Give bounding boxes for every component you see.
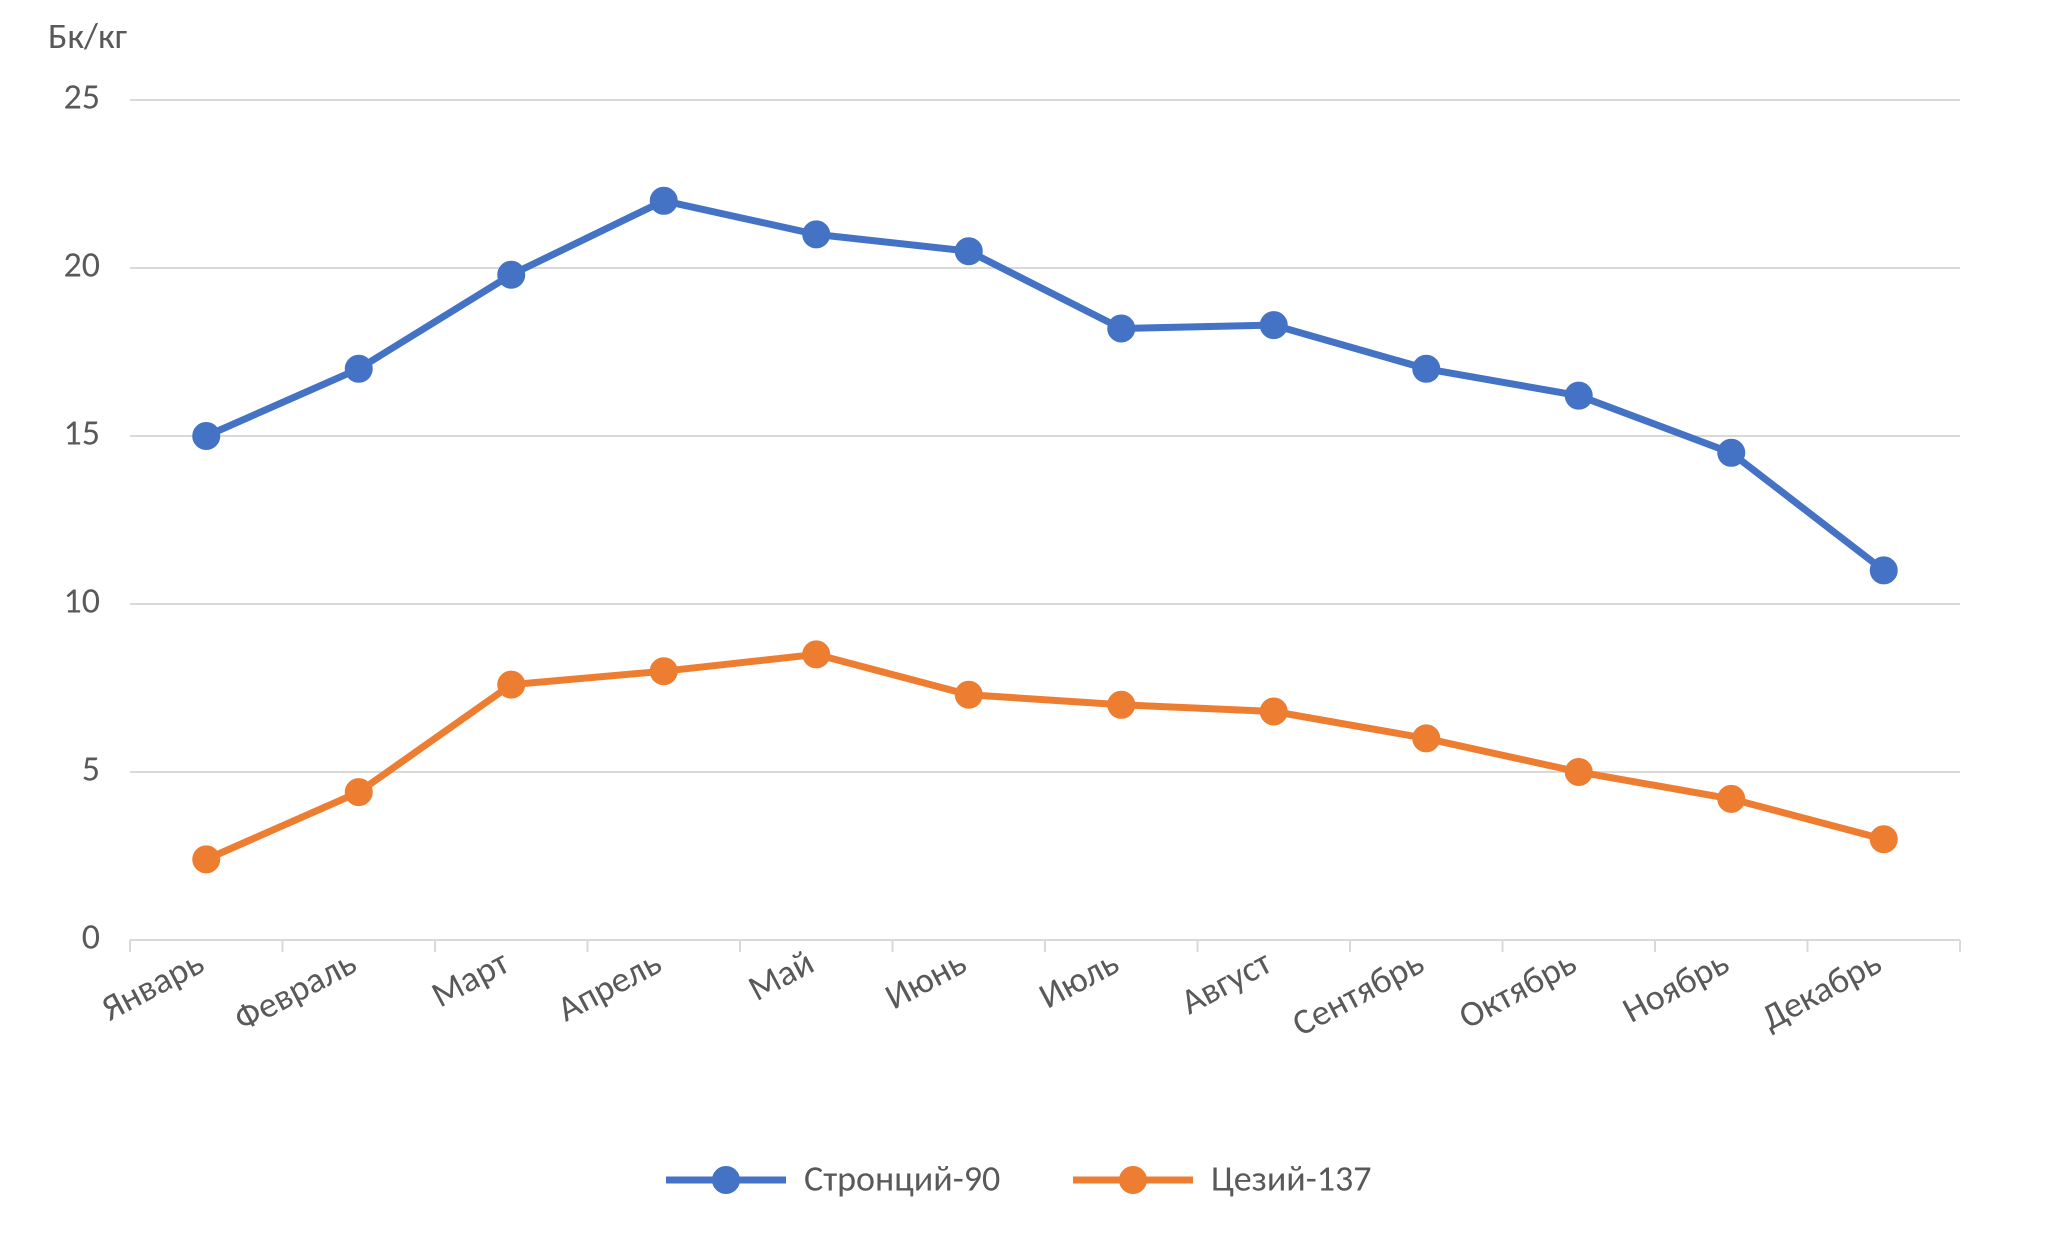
legend-label: Стронций-90 bbox=[804, 1157, 1000, 1201]
series-marker bbox=[1567, 384, 1591, 408]
series-marker bbox=[1262, 700, 1286, 724]
x-tick-label-group: Август bbox=[1173, 940, 1278, 1024]
series-marker bbox=[957, 683, 981, 707]
series-line bbox=[206, 201, 1884, 571]
series-marker bbox=[499, 673, 523, 697]
legend-item: Стронций-90 bbox=[666, 1157, 1000, 1201]
series-marker bbox=[1719, 787, 1743, 811]
legend-swatch-marker bbox=[714, 1168, 738, 1192]
y-tick-label: 20 bbox=[64, 243, 101, 287]
x-tick-label: Август bbox=[1173, 940, 1278, 1024]
x-tick-label: Март bbox=[424, 940, 516, 1017]
series-marker bbox=[1414, 726, 1438, 750]
series-marker bbox=[347, 780, 371, 804]
series-marker bbox=[1262, 313, 1286, 337]
series-marker bbox=[1109, 693, 1133, 717]
series-marker bbox=[1109, 316, 1133, 340]
x-tick-label: Октябрь bbox=[1451, 940, 1583, 1038]
line-chart: 0 5 10 15 20 25 Бк/кг ЯнварьФевраль Март Апрель Ма… bbox=[0, 0, 2048, 1234]
y-tick-label: 10 bbox=[64, 579, 101, 623]
series-marker bbox=[652, 189, 676, 213]
series-marker bbox=[194, 847, 218, 871]
legend-item: Цезий-137 bbox=[1073, 1157, 1372, 1201]
x-tick-label: Сентябрь bbox=[1285, 940, 1431, 1046]
x-tick-label: Ноябрь bbox=[1615, 940, 1736, 1032]
y-tick-label: 15 bbox=[64, 411, 101, 455]
x-tick-label-group: Сентябрь bbox=[1285, 940, 1431, 1046]
series-marker bbox=[499, 263, 523, 287]
series-marker bbox=[1567, 760, 1591, 784]
series-marker bbox=[1872, 827, 1896, 851]
series-marker bbox=[194, 424, 218, 448]
legend-label: Цезий-137 bbox=[1211, 1157, 1372, 1201]
x-tick-label: Декабрь bbox=[1754, 940, 1889, 1040]
x-tick-label: Январь bbox=[94, 940, 211, 1030]
series-marker bbox=[347, 357, 371, 381]
x-tick-label: Май bbox=[741, 940, 821, 1011]
series-marker bbox=[957, 239, 981, 263]
x-tick-label-group: Март bbox=[424, 940, 516, 1017]
chart-svg: 0 5 10 15 20 25 Бк/кг ЯнварьФевраль Март Апрель Ма… bbox=[0, 0, 2048, 1234]
y-tick-label: 0 bbox=[82, 915, 100, 959]
series-marker bbox=[804, 642, 828, 666]
x-tick-label-group: Декабрь bbox=[1754, 940, 1889, 1040]
series-marker bbox=[1414, 357, 1438, 381]
x-tick-label-group: Май bbox=[741, 940, 821, 1011]
series-marker bbox=[804, 222, 828, 246]
x-tick-label-group: Январь bbox=[94, 940, 211, 1030]
y-tick-label: 25 bbox=[64, 75, 101, 119]
series-line bbox=[206, 654, 1884, 859]
series-marker bbox=[652, 659, 676, 683]
series-marker bbox=[1719, 441, 1743, 465]
x-tick-label-group: Октябрь bbox=[1451, 940, 1583, 1038]
y-tick-label: 5 bbox=[82, 747, 100, 791]
y-axis-title: Бк/кг bbox=[48, 14, 128, 58]
legend-swatch-marker bbox=[1121, 1168, 1145, 1192]
x-tick-label-group: Февраль bbox=[227, 940, 364, 1041]
x-tick-label-group: Ноябрь bbox=[1615, 940, 1736, 1032]
series-marker bbox=[1872, 558, 1896, 582]
x-tick-label: Февраль bbox=[227, 940, 364, 1041]
x-tick-label: Апрель bbox=[550, 940, 669, 1031]
x-tick-label-group: Апрель bbox=[550, 940, 669, 1031]
